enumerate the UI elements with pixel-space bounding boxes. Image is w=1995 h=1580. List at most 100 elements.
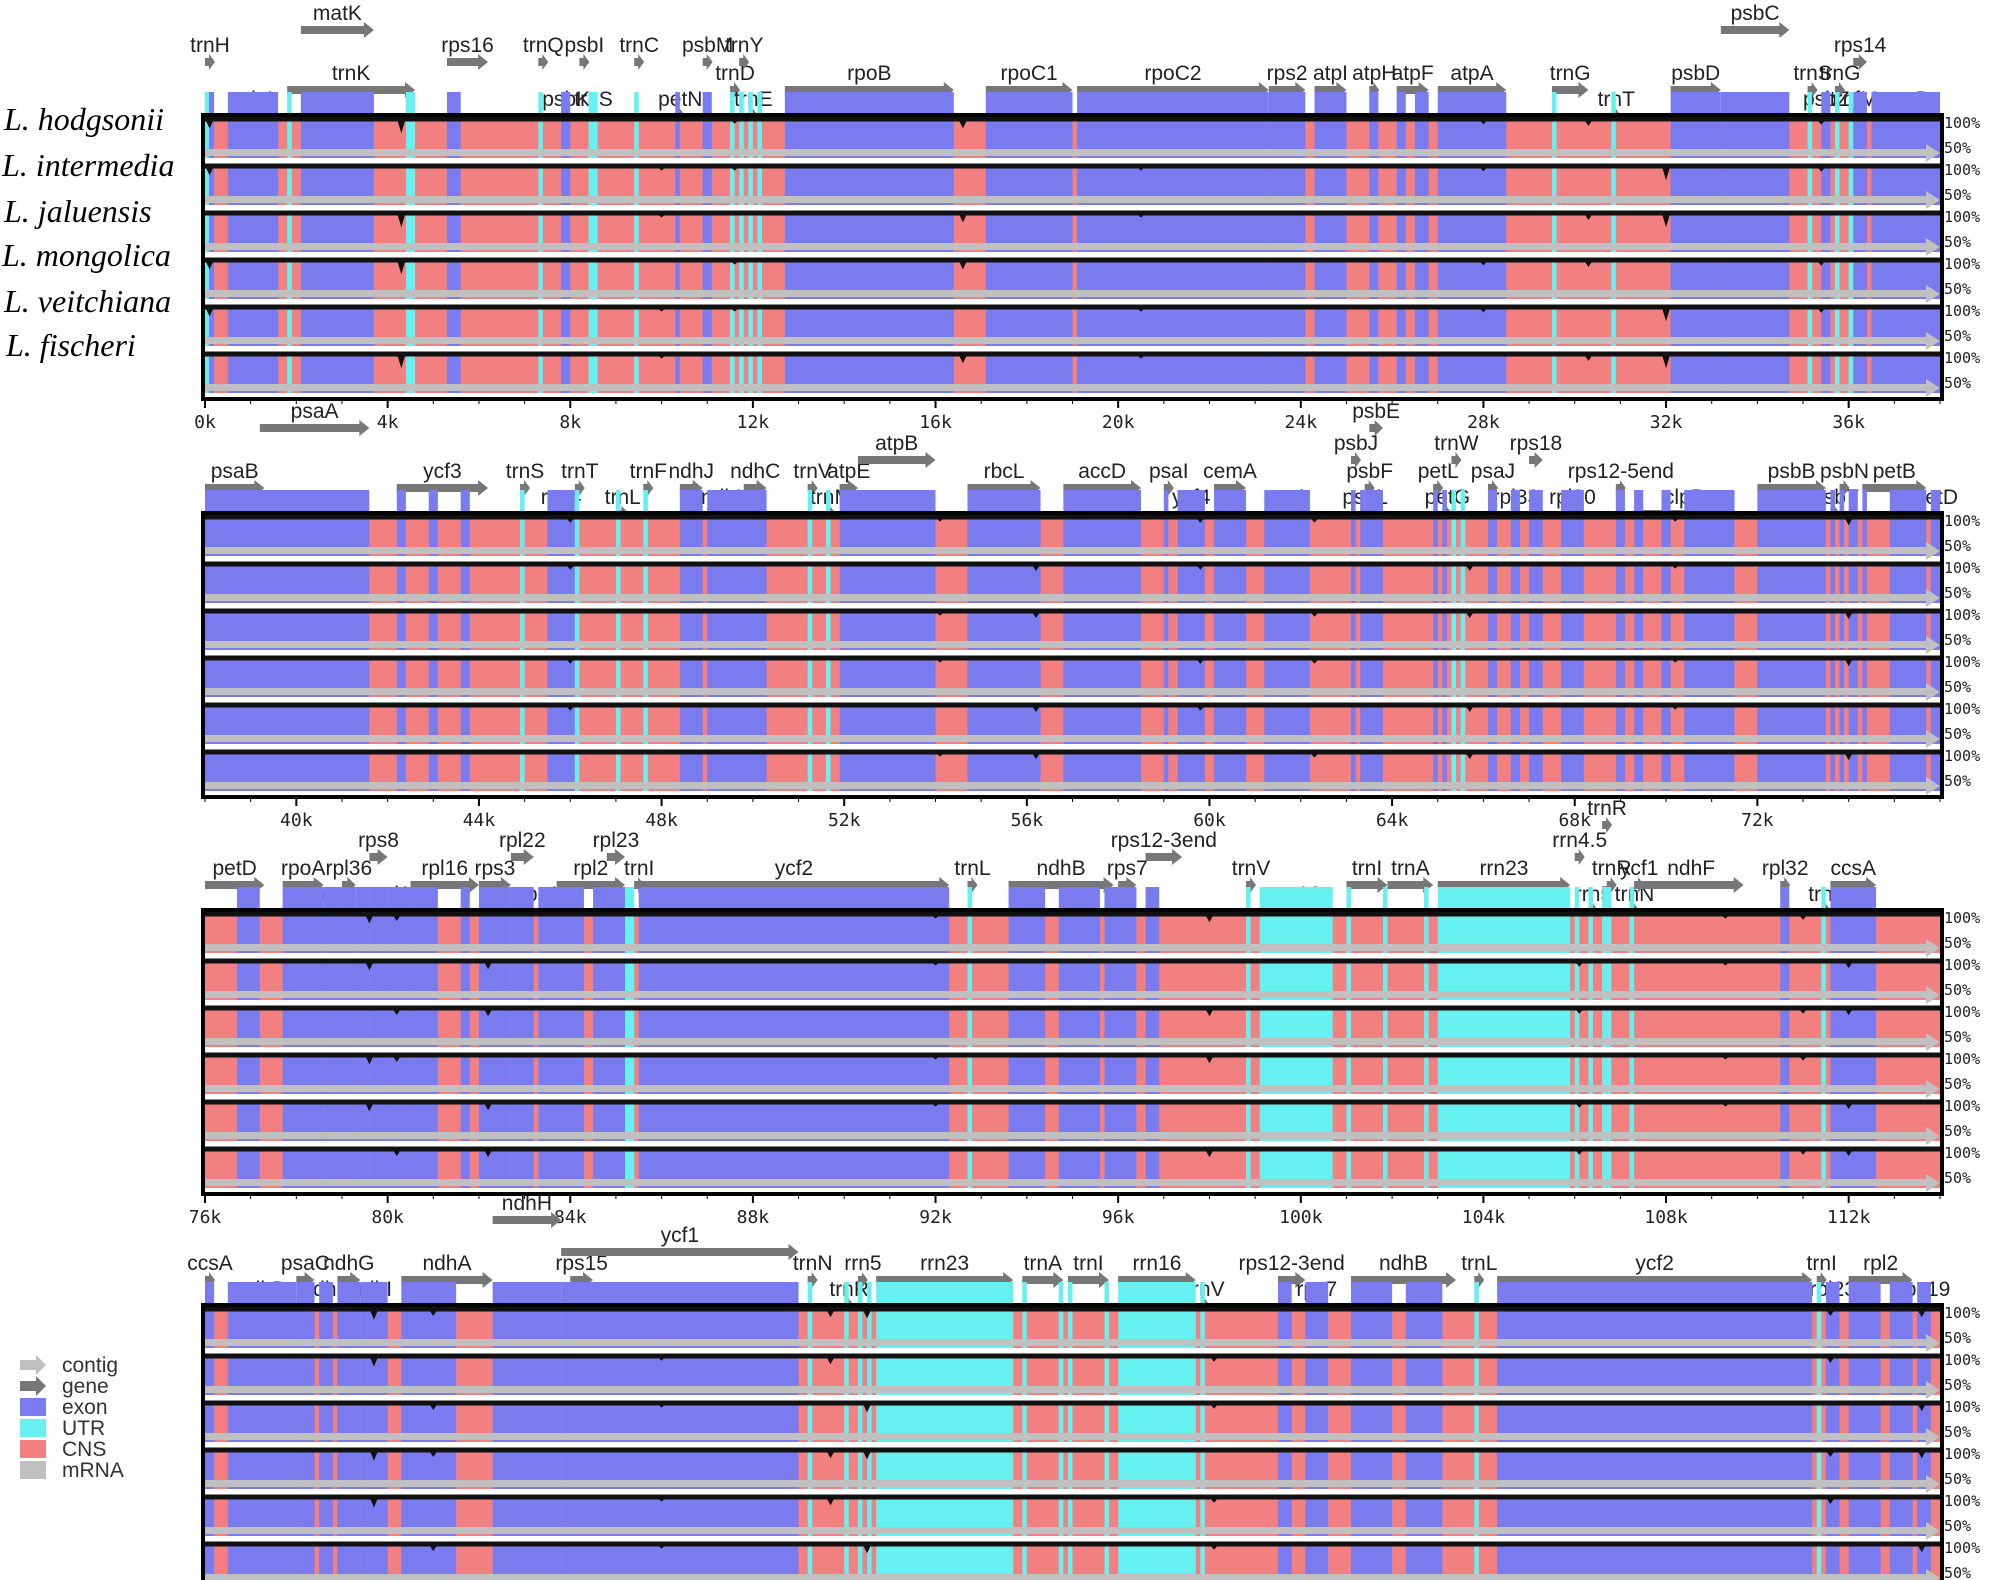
contig-bar — [205, 688, 1926, 695]
utr-block — [574, 490, 580, 512]
exon-conservation — [1634, 751, 1644, 791]
utr-conservation — [1611, 306, 1616, 346]
utr-conservation — [1588, 1148, 1593, 1188]
identity-dip — [1844, 518, 1853, 526]
utr-conservation — [844, 1496, 849, 1536]
axis-tick-label: 100k — [1279, 1207, 1323, 1228]
utr-conservation — [287, 353, 292, 393]
exon-conservation — [1862, 516, 1867, 556]
exon-conservation — [355, 960, 370, 1000]
utr-conservation — [730, 353, 735, 393]
gene-label: ndhA — [422, 1252, 471, 1275]
utr-conservation — [1104, 1496, 1110, 1536]
exon-conservation — [396, 610, 406, 650]
exon-block — [1360, 490, 1365, 512]
gene-arrow-matk — [300, 22, 374, 38]
utr-block — [1821, 887, 1826, 909]
exon-conservation — [510, 1007, 534, 1047]
utr-conservation — [1551, 212, 1557, 252]
utr-conservation — [625, 1007, 635, 1047]
utr-conservation — [857, 1449, 863, 1489]
gene-label: rbcL — [984, 460, 1025, 483]
utr-conservation — [1104, 1355, 1110, 1395]
utr-conservation — [807, 704, 813, 744]
exon-conservation — [396, 751, 406, 791]
exon-conservation — [319, 1449, 333, 1489]
exon-conservation — [1277, 1543, 1292, 1580]
exon-conservation — [1839, 563, 1845, 603]
gene-label: trnI — [1352, 857, 1382, 880]
utr-conservation — [825, 657, 831, 697]
utr-conservation — [807, 657, 813, 697]
exon-block — [296, 1282, 315, 1304]
exon-block — [1497, 1282, 1813, 1304]
utr-conservation — [1022, 1449, 1027, 1489]
utr-block — [1259, 887, 1333, 909]
utr-conservation — [588, 259, 598, 299]
identity-dip — [1844, 612, 1853, 620]
identity-dip — [205, 261, 214, 270]
exon-conservation — [1848, 751, 1858, 791]
exon-conservation — [1780, 1007, 1790, 1047]
exon-block — [492, 1282, 562, 1304]
gene-arrow-rpl22 — [510, 849, 534, 865]
exon-conservation — [1930, 657, 1940, 697]
utr-block — [1382, 887, 1388, 909]
identity-dip — [484, 1009, 493, 1017]
utr-conservation — [1602, 1054, 1607, 1094]
axis-tick-label: 92k — [919, 1207, 952, 1228]
exon-block — [205, 1282, 215, 1304]
exon-conservation — [1487, 751, 1498, 791]
utr-block — [1602, 887, 1607, 909]
axis-tick-label: 44k — [463, 810, 496, 831]
exon-conservation — [396, 704, 406, 744]
utr-conservation — [625, 1101, 635, 1141]
gene-label: psbD — [1671, 62, 1720, 85]
utr-conservation — [615, 657, 621, 697]
exon-conservation — [1487, 610, 1498, 650]
contig-arrowhead — [1926, 1127, 1940, 1145]
utr-conservation — [405, 212, 416, 252]
pct-100-label: 100% — [1944, 1539, 1980, 1557]
axis-tick-label: 60k — [1193, 810, 1226, 831]
gene-label: ndhG — [323, 1252, 374, 1275]
exon-conservation — [1862, 751, 1867, 791]
identity-dip — [1844, 659, 1853, 667]
exon-conservation — [675, 306, 680, 346]
utr-conservation — [625, 1148, 635, 1188]
gene-label: trnV — [793, 460, 832, 483]
exon-conservation — [679, 563, 703, 603]
utr-conservation — [1067, 1402, 1073, 1442]
axis-tick-label: 32k — [1650, 412, 1683, 433]
utr-conservation — [730, 259, 735, 299]
utr-conservation — [1588, 1054, 1593, 1094]
exon-conservation — [428, 704, 438, 744]
exon-conservation — [679, 516, 703, 556]
exon-conservation — [1661, 563, 1671, 603]
exon-conservation — [1830, 751, 1835, 791]
utr-conservation — [757, 306, 763, 346]
utr-conservation — [867, 1355, 872, 1395]
utr-conservation — [643, 751, 648, 791]
exon-conservation — [1529, 657, 1543, 697]
exon-conservation — [1889, 1496, 1913, 1536]
utr-conservation — [757, 259, 763, 299]
utr-conservation — [634, 118, 639, 158]
exon-conservation — [355, 1101, 370, 1141]
exon-block — [1442, 490, 1447, 512]
exon-conservation — [1487, 704, 1498, 744]
identity-dip — [826, 1357, 835, 1365]
utr-conservation — [1474, 1355, 1479, 1395]
contig-arrowhead — [1926, 1475, 1940, 1493]
utr-conservation — [807, 1496, 813, 1536]
identity-dip — [369, 1357, 378, 1367]
gene-label: ccsA — [187, 1252, 233, 1275]
exon-conservation — [510, 1101, 534, 1141]
utr-block — [1451, 490, 1457, 512]
pct-100-label: 100% — [1944, 208, 1980, 226]
identity-dip — [863, 1404, 872, 1413]
identity-dip — [958, 214, 967, 223]
exon-block — [460, 887, 470, 909]
exon-conservation — [387, 1148, 411, 1188]
